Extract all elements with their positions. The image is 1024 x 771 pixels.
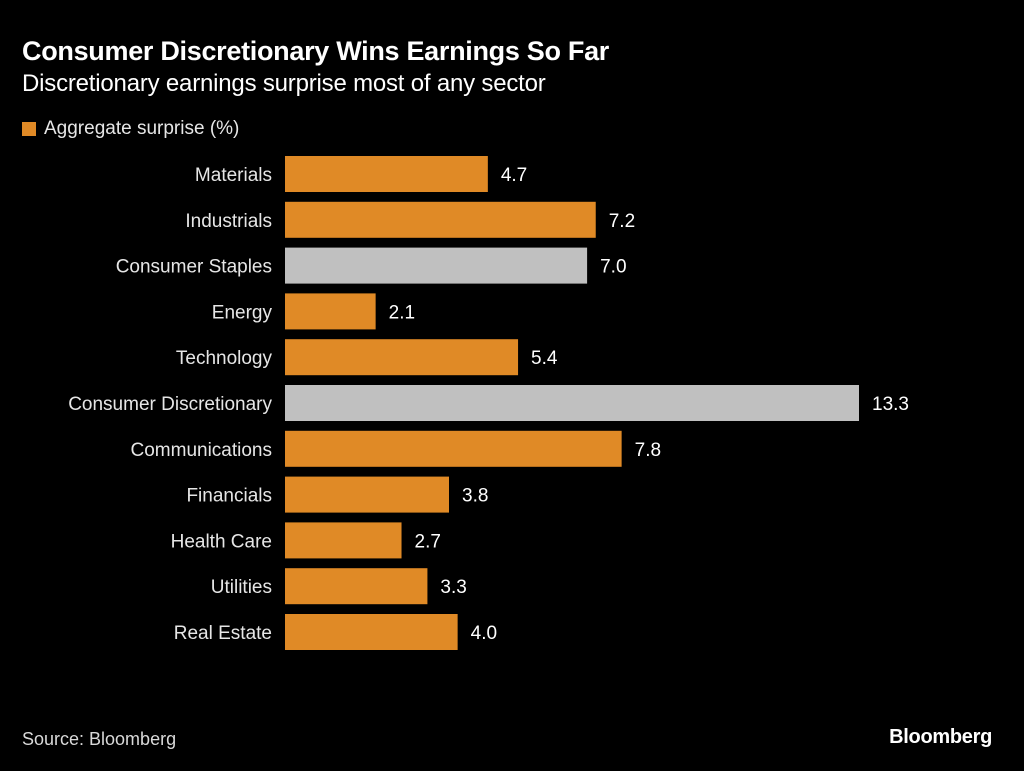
category-label: Materials	[195, 165, 272, 186]
value-label: 7.8	[635, 440, 661, 461]
category-label: Industrials	[185, 211, 272, 232]
bar	[285, 476, 449, 513]
bar-group: Health Care 2.7	[171, 522, 441, 559]
category-label: Energy	[212, 302, 273, 323]
bar	[285, 293, 376, 330]
value-label: 2.7	[415, 531, 441, 552]
value-label: 13.3	[872, 394, 909, 415]
bar-group: Utilities 3.3	[211, 568, 467, 605]
value-label: 7.2	[609, 211, 635, 232]
bar-group: Real Estate 4.0	[174, 614, 497, 650]
category-label: Real Estate	[174, 623, 272, 644]
bar	[285, 156, 488, 192]
chart-subtitle: Discretionary earnings surprise most of …	[22, 70, 546, 97]
value-label: 2.1	[389, 302, 415, 323]
bar-group: Communications 7.8	[131, 430, 661, 467]
chart-title: Consumer Discretionary Wins Earnings So …	[22, 36, 610, 66]
category-label: Consumer Staples	[116, 257, 272, 278]
bar-group: Consumer Staples 7.0	[116, 247, 627, 284]
bar-group: Industrials 7.2	[185, 201, 635, 238]
bar	[285, 522, 402, 559]
category-label: Consumer Discretionary	[68, 394, 272, 415]
legend-label: Aggregate surprise (%)	[44, 118, 240, 139]
bloomberg-logo: Bloomberg	[889, 726, 992, 748]
value-label: 4.7	[501, 165, 527, 186]
bar	[285, 614, 458, 650]
value-label: 3.3	[440, 577, 466, 598]
category-label: Health Care	[171, 531, 272, 552]
bar-group: Energy 2.1	[212, 293, 415, 330]
value-label: 5.4	[531, 348, 558, 369]
value-label: 4.0	[471, 623, 497, 644]
bar	[285, 385, 859, 421]
bar-group: Materials 4.7	[195, 156, 527, 192]
bar-group: Consumer Discretionary 13.3	[68, 385, 909, 421]
legend: Aggregate surprise (%)	[22, 118, 239, 140]
source-note: Source: Bloomberg	[22, 729, 177, 749]
legend-swatch	[22, 122, 36, 136]
bar-group: Technology 5.4	[176, 339, 558, 376]
bar	[285, 339, 519, 376]
bar	[285, 247, 588, 284]
category-label: Utilities	[211, 577, 272, 598]
bar	[285, 568, 428, 605]
category-label: Technology	[176, 348, 273, 369]
category-label: Financials	[186, 486, 272, 507]
bar-group: Financials 3.8	[186, 476, 488, 513]
bar	[285, 201, 596, 238]
value-label: 3.8	[462, 486, 488, 507]
value-label: 7.0	[600, 257, 626, 278]
category-label: Communications	[131, 440, 273, 461]
bar	[285, 430, 622, 467]
